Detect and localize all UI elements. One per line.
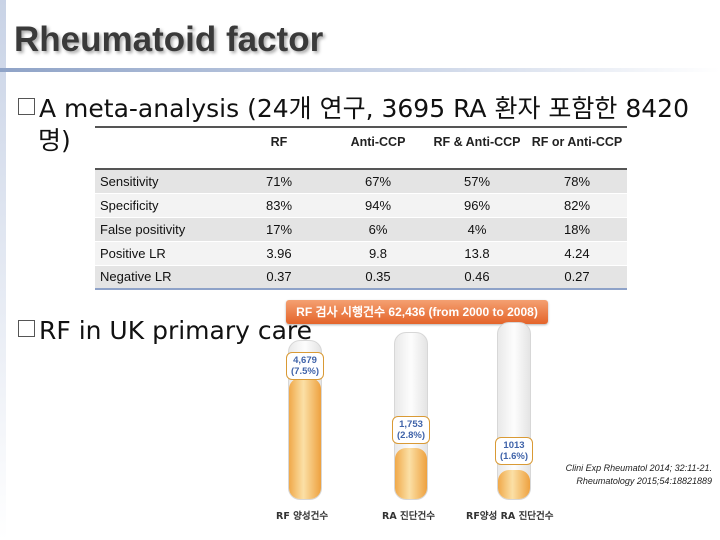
table-cell: 17% [229, 217, 329, 242]
bullet-uk-primary-care: RF in UK primary care [18, 316, 312, 346]
table-cell: 71% [229, 169, 329, 194]
table-cell: 83% [229, 193, 329, 218]
table-header-cell [95, 126, 229, 170]
tube-rf-positive-ra [497, 322, 531, 500]
reference-line: Rheumatology 2015;54:18821889 [576, 476, 712, 486]
table-cell: 0.27 [527, 265, 627, 290]
tube-value: 1,753 [399, 419, 423, 430]
table-cell: 0.37 [229, 265, 329, 290]
bullet-text: RF in UK primary care [39, 316, 313, 345]
row-label: Specificity [95, 193, 229, 218]
tube-percent: (7.5%) [291, 366, 319, 377]
tube-ra-diagnosis-fill [395, 448, 427, 499]
row-label: Positive LR [95, 241, 229, 266]
table-header-cell: RF [229, 126, 329, 170]
reference-line: Clini Exp Rheumatol 2014; 32:11-21. [565, 463, 712, 473]
tube-value: 4,679 [293, 355, 317, 366]
table-cell: 0.46 [427, 265, 527, 290]
tube-rf-positive-ra-fill [498, 470, 530, 499]
title-underline [0, 68, 720, 72]
table-cell: 4% [427, 217, 527, 242]
row-label: False positivity [95, 217, 229, 242]
table-row: False positivity 17% 6% 4% 18% [95, 217, 627, 242]
table-cell: 96% [427, 193, 527, 218]
tube-value: 1013 [503, 440, 525, 451]
tube-label: RF양성 RA 진단건수 [466, 511, 554, 522]
table-header-row: RF Anti-CCP RF & Anti-CCP RF or Anti-CCP [95, 126, 627, 170]
left-accent-bar [0, 0, 6, 540]
table-cell: 0.35 [329, 265, 427, 290]
tube-rf-positive-ra-bubble: 1013 (1.6%) [495, 437, 533, 465]
table-cell: 3.96 [229, 241, 329, 266]
table-cell: 18% [527, 217, 627, 242]
table-header-cell: Anti-CCP [329, 126, 427, 170]
tube-rf-positive-fill [289, 378, 321, 499]
tube-percent: (1.6%) [500, 451, 528, 462]
table-row: Positive LR 3.96 9.8 13.8 4.24 [95, 241, 627, 266]
table-cell: 4.24 [527, 241, 627, 266]
tube-label: RA 진단건수 [382, 511, 435, 522]
table-cell: 6% [329, 217, 427, 242]
table-row: Negative LR 0.37 0.35 0.46 0.27 [95, 265, 627, 290]
table-cell: 57% [427, 169, 527, 194]
row-label: Negative LR [95, 265, 229, 290]
table-cell: 67% [329, 169, 427, 194]
table-row: Specificity 83% 94% 96% 82% [95, 193, 627, 218]
tube-label: RF 양성건수 [276, 511, 329, 522]
table-header-cell: RF & Anti-CCP [427, 126, 527, 170]
table-cell: 78% [527, 169, 627, 194]
references: Clini Exp Rheumatol 2014; 32:11-21. Rheu… [566, 462, 712, 488]
table-cell: 82% [527, 193, 627, 218]
bullet-meta-analysis-continued: 명) [38, 126, 71, 155]
bullet-box-icon [18, 320, 35, 337]
diagnostic-accuracy-table: RF Anti-CCP RF & Anti-CCP RF or Anti-CCP… [95, 126, 627, 290]
table-cell: 13.8 [427, 241, 527, 266]
bullet-text: A meta-analysis (24개 연구, 3695 RA 환자 포함한 … [39, 94, 689, 123]
row-label: Sensitivity [95, 169, 229, 194]
table-header-cell: RF or Anti-CCP [527, 126, 627, 170]
tube-rf-positive-bubble: 4,679 (7.5%) [286, 352, 324, 380]
slide-title: Rheumatoid factor [14, 20, 324, 59]
table-row: Sensitivity 71% 67% 57% 78% [95, 169, 627, 194]
table-cell: 94% [329, 193, 427, 218]
rf-tests-banner: RF 검사 시행건수 62,436 (from 2000 to 2008) [286, 300, 548, 324]
table-cell: 9.8 [329, 241, 427, 266]
tube-ra-diagnosis-bubble: 1,753 (2.8%) [392, 416, 430, 444]
bullet-box-icon [18, 98, 35, 115]
bullet-meta-analysis: A meta-analysis (24개 연구, 3695 RA 환자 포함한 … [18, 94, 689, 124]
tube-percent: (2.8%) [397, 430, 425, 441]
